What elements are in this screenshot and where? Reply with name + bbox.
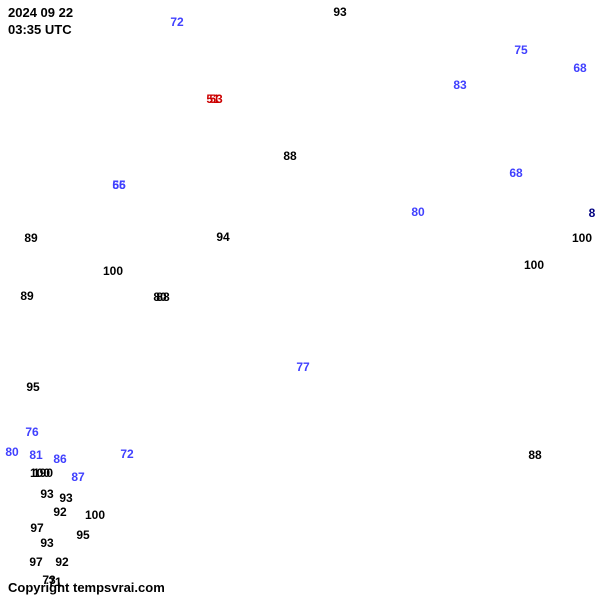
data-point: 88 — [156, 290, 169, 304]
copyright-footer: Copyright tempsvrai.com — [8, 580, 165, 595]
data-point: 100 — [103, 264, 123, 278]
data-point: 68 — [509, 166, 522, 180]
data-point: 93 — [59, 491, 72, 505]
data-point: 80 — [5, 445, 18, 459]
data-point: 94 — [216, 230, 229, 244]
data-point: 86 — [53, 452, 66, 466]
data-point: 88 — [528, 448, 541, 462]
data-point: 92 — [53, 505, 66, 519]
data-point: 87 — [71, 470, 84, 484]
data-point: 100 — [30, 466, 50, 480]
data-point: 89 — [24, 231, 37, 245]
data-point: 81 — [29, 448, 42, 462]
data-point: 97 — [30, 521, 43, 535]
data-point: 95 — [76, 528, 89, 542]
data-point: 95 — [26, 380, 39, 394]
time-text: 03:35 UTC — [8, 22, 73, 39]
data-point: 66 — [112, 178, 125, 192]
data-point: 93 — [40, 487, 53, 501]
data-point: 68 — [573, 61, 586, 75]
data-point: 97 — [29, 555, 42, 569]
data-point: 8 — [589, 206, 596, 220]
data-point: 75 — [514, 43, 527, 57]
data-point: 93 — [333, 5, 346, 19]
data-point: 72 — [120, 447, 133, 461]
data-point: 89 — [20, 289, 33, 303]
data-point: 100 — [572, 231, 592, 245]
data-point: 77 — [296, 360, 309, 374]
data-point: 92 — [55, 555, 68, 569]
data-point: 93 — [40, 536, 53, 550]
data-point: 80 — [411, 205, 424, 219]
date-text: 2024 09 22 — [8, 5, 73, 22]
data-point: 100 — [85, 508, 105, 522]
timestamp-header: 2024 09 22 03:35 UTC — [8, 5, 73, 39]
data-point: 72 — [170, 15, 183, 29]
data-point: 83 — [453, 78, 466, 92]
data-point: 76 — [25, 425, 38, 439]
data-point: 88 — [283, 149, 296, 163]
data-point: 100 — [524, 258, 544, 272]
data-point: 51 — [206, 92, 219, 106]
